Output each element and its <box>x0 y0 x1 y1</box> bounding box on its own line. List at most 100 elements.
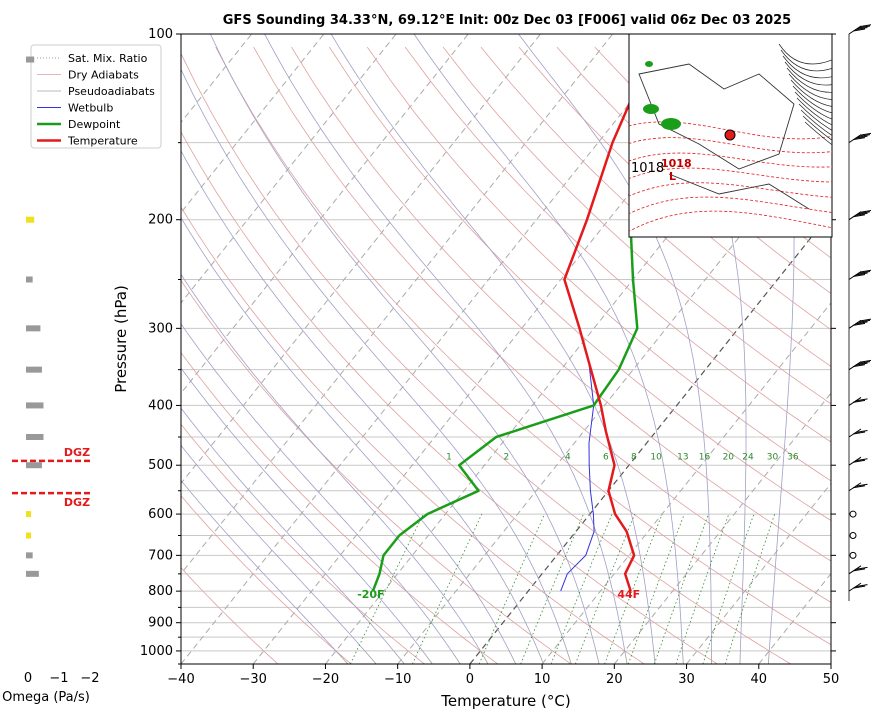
pseudoadiabat <box>767 650 770 664</box>
pseudoadiabat <box>181 444 366 652</box>
barb-flag <box>855 272 868 276</box>
inset-precip <box>645 61 653 67</box>
barb-flag <box>855 398 868 402</box>
pseudoadiabat <box>537 650 544 664</box>
omega-bar <box>26 56 35 63</box>
pseudoadiabat <box>566 650 572 664</box>
pseudoadiabat <box>413 34 683 651</box>
y-tick-label: 900 <box>148 616 173 631</box>
inset-terrain-contour <box>792 85 832 114</box>
dry-adiabat <box>404 46 831 443</box>
barb-flag <box>852 585 866 589</box>
dgz-label: DGZ <box>64 446 90 459</box>
inset-isobar <box>629 167 832 183</box>
isotherm-line <box>613 392 831 664</box>
x-tick-label: −40 <box>167 672 194 687</box>
inset-precip <box>643 104 659 114</box>
barb-flag <box>852 214 866 218</box>
barb-flag <box>855 362 868 366</box>
dewpoint-line <box>371 34 665 592</box>
barb-flag <box>852 322 866 326</box>
mixing-ratio-line <box>604 513 663 664</box>
series-group <box>371 34 665 592</box>
isotherm-line <box>181 34 469 394</box>
pseudoadiabat <box>181 479 337 652</box>
wind-barb <box>848 24 871 35</box>
x-tick-label: 0 <box>466 672 474 687</box>
pseudoadiabat <box>181 323 452 652</box>
inset-terrain-contour <box>804 121 832 146</box>
pseudoadiabat <box>364 650 377 664</box>
barb-staff <box>848 397 862 406</box>
mixing-ratio-line <box>653 513 709 664</box>
dry-adiabat <box>181 351 498 664</box>
omega-tick-label: −1 <box>49 671 68 686</box>
inset-isobar <box>629 137 832 154</box>
pseudoadiabat <box>181 216 510 652</box>
x-tick-label: −30 <box>240 672 267 687</box>
isotherm-line <box>181 34 397 304</box>
omega-bar <box>26 511 32 518</box>
omega-bar <box>26 433 44 440</box>
dry-adiabat <box>181 52 791 664</box>
pseudoadiabat <box>595 650 600 664</box>
dry-adiabat <box>442 46 831 405</box>
mixing-ratio-label: 8 <box>631 453 637 463</box>
wind-barb <box>848 456 868 466</box>
barb-flag <box>857 271 871 274</box>
y-tick-label: 700 <box>148 548 173 563</box>
omega-tick-label: −2 <box>80 671 99 686</box>
wind-barb <box>848 359 871 371</box>
wind-barb <box>848 482 868 492</box>
y-axis-label: Pressure (hPa) <box>112 285 130 393</box>
barb-staff <box>848 582 862 592</box>
x-tick-label: 10 <box>534 672 551 687</box>
dry-adiabat <box>181 495 352 664</box>
mixing-ratio-line <box>675 513 730 664</box>
x-axis-label: Temperature (°C) <box>440 692 570 710</box>
y-tick-label: 1000 <box>140 644 173 659</box>
omega-bar <box>26 216 35 223</box>
mixing-ratio-line <box>627 513 685 664</box>
omega-bar <box>26 570 39 577</box>
y-tick-label: 800 <box>148 584 173 599</box>
inset-terrain-contour <box>782 55 832 79</box>
isotherm-line <box>469 211 831 664</box>
legend-label: Temperature <box>67 135 138 148</box>
wind-barb <box>848 132 871 144</box>
isotherm-line <box>830 663 831 664</box>
barb-flag <box>852 459 866 463</box>
barb-flag <box>852 274 866 277</box>
legend-label: Pseudoadiabats <box>68 85 155 98</box>
inset-isobar-label: 1018 <box>631 161 664 176</box>
pseudoadiabat <box>335 650 349 664</box>
isotherm-line <box>181 34 686 664</box>
barb-flag <box>852 364 866 368</box>
mixing-ratio-line <box>520 513 584 664</box>
wind-barb <box>848 428 868 438</box>
calm-wind-circle <box>849 551 857 559</box>
mixing-ratio-line <box>702 513 755 664</box>
omega-bar <box>26 402 44 409</box>
legend-box <box>30 44 162 149</box>
mixing-ratio-label: 20 <box>723 453 735 463</box>
inset-terrain-contour <box>778 43 832 65</box>
calm-wind-circle <box>849 510 857 518</box>
barb-flag <box>852 137 866 141</box>
sounding-location-marker <box>724 129 736 141</box>
barb-staff <box>848 456 862 466</box>
inset-terrain-contour <box>780 49 832 72</box>
dry-adiabat <box>556 46 831 294</box>
inset-low-pressure-value: 1018 <box>661 157 692 170</box>
x-tick-label: 30 <box>678 672 695 687</box>
legend-label: Dewpoint <box>68 118 121 131</box>
wind-barb <box>848 269 871 280</box>
y-tick-label: 200 <box>148 213 173 228</box>
pseudoadiabat <box>422 650 433 664</box>
mixing-ratio-label: 36 <box>787 453 799 463</box>
inset-terrain-contour <box>794 91 832 120</box>
mixing-ratio-line <box>478 513 545 664</box>
plot-frame <box>180 33 832 665</box>
barb-flag <box>857 134 871 138</box>
